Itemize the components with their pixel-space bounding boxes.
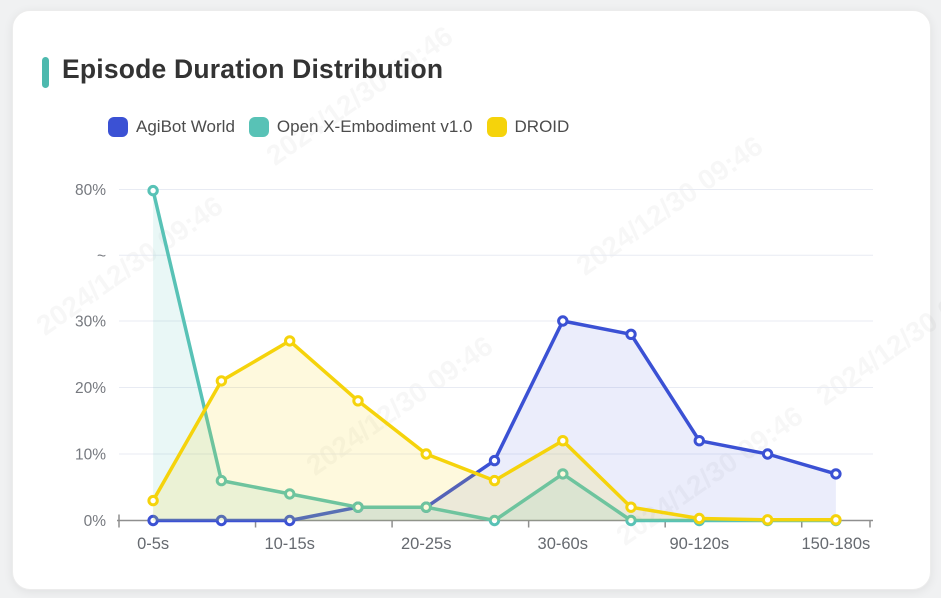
- legend-label: DROID: [514, 117, 570, 136]
- x-axis-label: 20-25s: [401, 535, 451, 553]
- data-point-marker: [488, 514, 501, 527]
- data-point-marker: [488, 454, 501, 467]
- legend-label: AgiBot World: [136, 117, 235, 136]
- title-accent-bar: [42, 57, 49, 88]
- legend-swatch: [108, 117, 128, 137]
- data-point-marker: [284, 488, 296, 500]
- data-point-marker: [557, 468, 569, 480]
- x-axis-label: 150-180s: [801, 535, 870, 553]
- series-area-3: [153, 340, 836, 521]
- legend-item-droid[interactable]: DROID: [486, 117, 570, 137]
- data-point-marker: [215, 375, 228, 387]
- x-axis-label: 10-15s: [264, 535, 314, 553]
- data-point-marker: [625, 328, 637, 340]
- x-axis-label: 0-5s: [137, 535, 169, 553]
- data-point-marker: [284, 335, 296, 347]
- legend-label: Open X-Embodiment v1.0: [276, 117, 473, 136]
- data-point-marker: [147, 514, 159, 527]
- series-area-1: [153, 321, 836, 521]
- y-axis-label: 0%: [84, 513, 107, 530]
- data-point-marker: [147, 184, 159, 197]
- data-point-marker: [215, 514, 228, 527]
- data-point-marker: [352, 501, 364, 513]
- page-title: Episode Duration Distribution: [62, 54, 444, 84]
- y-axis-label: 80%: [75, 182, 106, 199]
- y-axis-label: ~: [97, 248, 106, 265]
- data-point-marker: [761, 514, 774, 526]
- legend-swatch: [248, 117, 269, 137]
- chart-card: [12, 10, 931, 590]
- data-point-marker: [693, 435, 705, 447]
- data-point-marker: [761, 448, 774, 460]
- legend: AgiBot World Open X-Embodiment v1.0 DROID: [108, 115, 569, 139]
- y-axis-label: 10%: [75, 447, 106, 464]
- data-point-marker: [284, 514, 296, 527]
- data-point-marker: [625, 501, 637, 513]
- legend-item-agibot-world[interactable]: AgiBot World: [108, 117, 235, 137]
- data-point-marker: [215, 474, 228, 487]
- data-point-marker: [420, 501, 432, 513]
- data-point-marker: [147, 494, 159, 507]
- data-point-marker: [352, 395, 364, 407]
- data-point-marker: [420, 448, 432, 460]
- data-point-marker: [830, 514, 842, 526]
- x-axis-label: 90-120s: [669, 535, 729, 553]
- legend-swatch: [486, 117, 507, 137]
- data-point-marker: [557, 315, 569, 327]
- series-area-2: [153, 190, 836, 521]
- data-point-marker: [830, 468, 842, 480]
- x-axis-label: 30-60s: [538, 535, 588, 553]
- data-point-marker: [488, 474, 501, 487]
- data-point-marker: [557, 435, 569, 447]
- legend-item-open-x-embodiment-v1-0[interactable]: Open X-Embodiment v1.0: [248, 117, 473, 137]
- data-point-marker: [693, 512, 705, 525]
- y-axis-label: 30%: [75, 314, 106, 331]
- data-point-marker: [625, 514, 637, 527]
- y-axis-label: 20%: [75, 380, 106, 397]
